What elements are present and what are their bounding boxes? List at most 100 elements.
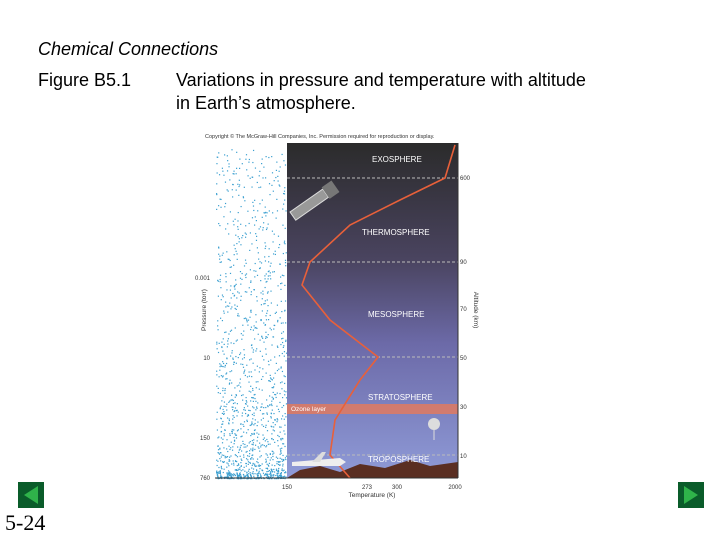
air-dot bbox=[283, 390, 285, 392]
air-dot bbox=[259, 473, 262, 475]
air-dot bbox=[242, 196, 244, 198]
slide-number: 5-24 bbox=[5, 510, 46, 535]
air-dot bbox=[281, 406, 283, 409]
air-dot bbox=[228, 418, 230, 420]
air-dot bbox=[277, 434, 279, 437]
prev-button[interactable] bbox=[18, 482, 44, 508]
air-dot bbox=[244, 259, 247, 261]
air-dot bbox=[285, 340, 287, 343]
air-dot bbox=[255, 469, 258, 471]
air-dot bbox=[240, 363, 242, 365]
air-dot bbox=[218, 471, 220, 473]
air-dot bbox=[269, 395, 271, 397]
air-dot bbox=[253, 325, 255, 327]
air-dot bbox=[265, 348, 267, 350]
air-dot bbox=[260, 319, 262, 322]
air-dot bbox=[226, 155, 228, 157]
air-dot bbox=[241, 278, 243, 280]
air-dot bbox=[233, 416, 235, 419]
air-dot bbox=[236, 474, 239, 477]
air-dot bbox=[245, 403, 247, 405]
air-dot bbox=[233, 475, 235, 477]
air-dot bbox=[263, 341, 265, 343]
air-dot bbox=[238, 194, 240, 196]
air-dot bbox=[277, 319, 279, 322]
air-dot bbox=[263, 303, 265, 305]
air-dot bbox=[252, 450, 254, 452]
air-dot bbox=[282, 224, 284, 226]
air-dot bbox=[252, 458, 254, 460]
ground bbox=[287, 460, 458, 478]
air-dot bbox=[239, 167, 241, 169]
air-dot bbox=[250, 474, 252, 476]
air-dot bbox=[223, 413, 225, 415]
air-dot bbox=[241, 338, 243, 340]
air-dot bbox=[252, 447, 254, 449]
air-dot bbox=[240, 428, 242, 430]
air-dot bbox=[221, 254, 223, 256]
air-dot bbox=[228, 459, 230, 461]
air-dot bbox=[220, 364, 222, 366]
air-dot bbox=[258, 472, 260, 475]
air-dot bbox=[228, 305, 230, 307]
air-dot bbox=[249, 232, 252, 234]
air-dot bbox=[279, 426, 281, 428]
air-dot bbox=[227, 340, 229, 342]
pressure-tick: 0.001 bbox=[195, 276, 211, 282]
air-dot bbox=[241, 415, 243, 417]
air-dot bbox=[277, 235, 280, 237]
air-dot bbox=[230, 342, 232, 344]
air-dot bbox=[277, 419, 279, 421]
air-dot bbox=[265, 319, 268, 321]
air-dot bbox=[226, 417, 229, 419]
air-dot bbox=[231, 382, 233, 384]
air-dot bbox=[283, 351, 286, 353]
air-dot bbox=[233, 443, 235, 445]
air-dot bbox=[219, 407, 221, 409]
air-dot bbox=[256, 300, 258, 302]
air-dot bbox=[259, 339, 261, 341]
air-dot bbox=[246, 319, 248, 322]
air-dot bbox=[237, 411, 239, 413]
air-dot bbox=[253, 224, 256, 226]
air-dot bbox=[246, 420, 248, 423]
air-dot bbox=[274, 477, 276, 480]
air-dot bbox=[216, 418, 218, 420]
air-dot bbox=[237, 476, 239, 478]
air-dot bbox=[259, 442, 261, 444]
air-dot bbox=[284, 187, 286, 189]
air-dot bbox=[225, 405, 227, 408]
air-dot bbox=[230, 266, 232, 268]
air-dot bbox=[259, 350, 261, 352]
air-dot bbox=[283, 275, 285, 277]
air-dot bbox=[282, 397, 284, 399]
air-dot bbox=[275, 169, 278, 171]
air-dot bbox=[216, 459, 218, 461]
air-dot bbox=[233, 436, 235, 439]
air-dot bbox=[283, 443, 285, 445]
air-dot bbox=[267, 305, 269, 307]
air-dot bbox=[263, 222, 265, 224]
air-dot bbox=[218, 152, 220, 154]
air-dot bbox=[232, 173, 234, 175]
air-dot bbox=[276, 470, 279, 472]
air-dot bbox=[222, 471, 224, 474]
air-dot bbox=[237, 463, 240, 465]
next-button[interactable] bbox=[678, 482, 704, 508]
air-dot bbox=[223, 353, 225, 355]
air-dot bbox=[276, 345, 279, 347]
air-dot bbox=[262, 293, 264, 295]
air-dot bbox=[266, 413, 268, 415]
air-dot bbox=[261, 158, 263, 160]
air-dot bbox=[231, 473, 233, 476]
air-dot bbox=[255, 465, 257, 467]
air-dot bbox=[273, 426, 275, 428]
air-dot bbox=[234, 410, 236, 412]
air-dot bbox=[265, 245, 267, 247]
air-dot bbox=[228, 475, 230, 477]
air-dot bbox=[267, 476, 270, 479]
air-dot bbox=[232, 358, 234, 360]
air-dot bbox=[222, 389, 224, 392]
air-dot bbox=[220, 460, 222, 462]
air-dot bbox=[228, 465, 230, 467]
